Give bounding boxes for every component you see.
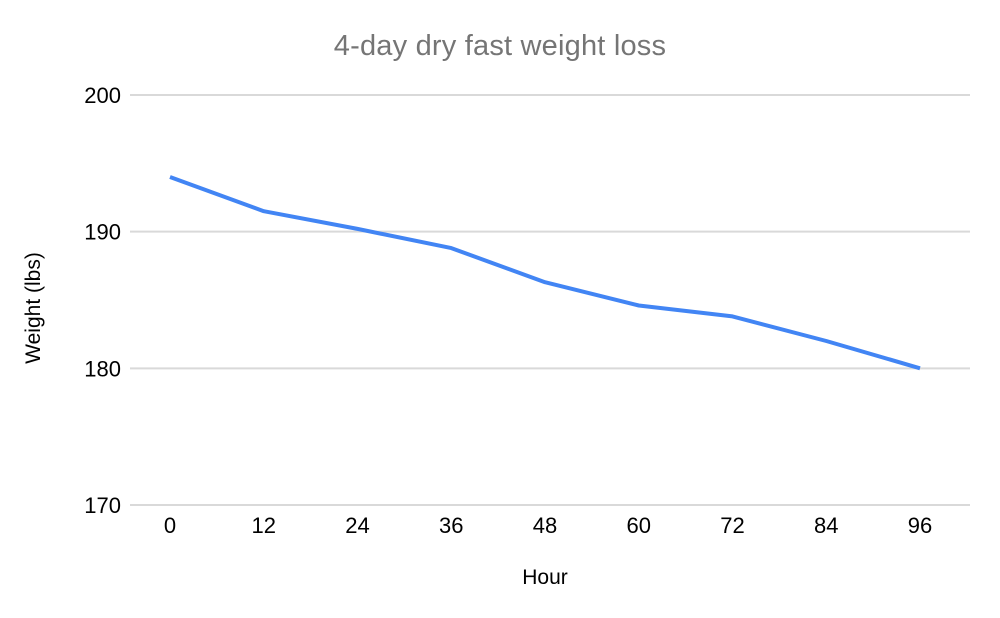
chart-title: 4-day dry fast weight loss bbox=[333, 30, 667, 62]
x-tick-label: 48 bbox=[533, 513, 557, 538]
weight-series-line bbox=[169, 175, 921, 371]
gridlines bbox=[130, 94, 970, 506]
x-tick-label: 24 bbox=[345, 513, 369, 538]
x-tick-label: 84 bbox=[814, 513, 838, 538]
x-axis-tick-labels: 0 12 24 36 48 60 72 84 96 bbox=[164, 513, 932, 538]
y-tick-label: 190 bbox=[84, 220, 121, 245]
y-tick-label: 170 bbox=[84, 493, 121, 518]
x-tick-label: 12 bbox=[252, 513, 276, 538]
y-axis-tick-labels: 200 190 180 170 bbox=[84, 83, 121, 518]
y-axis-title: Weight (lbs) bbox=[22, 252, 45, 364]
x-tick-label: 72 bbox=[720, 513, 744, 538]
x-tick-label: 96 bbox=[908, 513, 932, 538]
x-tick-label: 36 bbox=[439, 513, 463, 538]
x-axis-title: Hour bbox=[522, 566, 568, 589]
x-tick-label: 0 bbox=[164, 513, 176, 538]
y-tick-label: 180 bbox=[84, 356, 121, 381]
x-tick-label: 60 bbox=[627, 513, 651, 538]
y-tick-label: 200 bbox=[84, 83, 121, 108]
